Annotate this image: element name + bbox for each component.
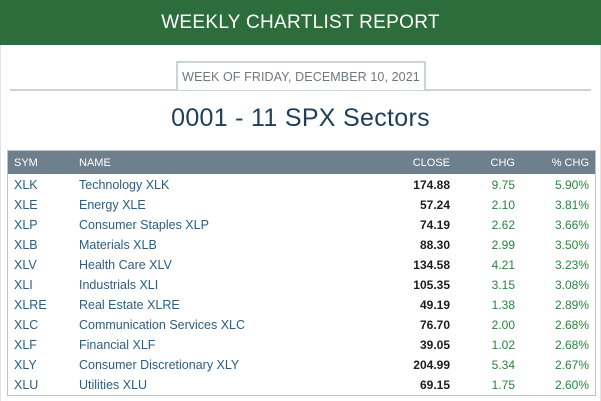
close-value: 74.19 <box>419 218 450 232</box>
table-body: XLK Technology XLK 174.88 9.75 5.90% XLE Energ… <box>8 175 595 395</box>
change-value: 2.99 <box>491 238 515 252</box>
percent-change-value: 3.23% <box>554 258 589 272</box>
percent-change-value: 3.08% <box>554 278 589 292</box>
sector-name-link[interactable]: Utilities XLU <box>79 378 148 392</box>
chartlist-title: 0001 - 11 SPX Sectors <box>171 104 430 132</box>
sector-name-link[interactable]: Consumer Discretionary XLY <box>79 358 240 372</box>
close-value: 69.15 <box>419 378 450 392</box>
sector-name-link[interactable]: Materials XLB <box>79 238 157 252</box>
sector-name-link[interactable]: Communication Services XLC <box>79 318 246 332</box>
symbol-link[interactable]: XLP <box>14 218 38 232</box>
table-row[interactable]: XLU Utilities XLU 69.15 1.75 2.60% <box>8 375 595 395</box>
percent-change-value: 3.50% <box>554 238 589 252</box>
change-value: 9.75 <box>491 178 515 192</box>
change-value: 3.15 <box>491 278 515 292</box>
column-header-close[interactable]: CLOSE <box>412 156 450 169</box>
sector-name-link[interactable]: Health Care XLV <box>79 258 172 272</box>
close-value: 88.30 <box>419 238 450 252</box>
table-row[interactable]: XLI Industrials XLI 105.35 3.15 3.08% <box>8 275 595 295</box>
change-value: 1.75 <box>491 378 515 392</box>
column-header-sym[interactable]: SYM <box>14 156 38 169</box>
week-of-label: WEEK OF FRIDAY, DECEMBER 10, 2021 <box>182 69 420 84</box>
close-value: 174.88 <box>413 178 450 192</box>
change-value: 1.02 <box>491 338 515 352</box>
percent-change-value: 2.89% <box>554 298 589 312</box>
symbol-link[interactable]: XLB <box>14 238 38 252</box>
table-row[interactable]: XLK Technology XLK 174.88 9.75 5.90% <box>8 175 595 195</box>
column-header-name[interactable]: NAME <box>79 156 111 169</box>
close-value: 204.99 <box>413 358 450 372</box>
close-value: 134.58 <box>413 258 450 272</box>
table-row[interactable]: XLC Communication Services XLC 76.70 2.00 2.… <box>8 315 595 335</box>
percent-change-value: 2.67% <box>554 358 589 372</box>
close-value: 49.19 <box>419 298 450 312</box>
sector-name-link[interactable]: Energy XLE <box>79 198 146 212</box>
percent-change-value: 2.68% <box>554 338 589 352</box>
symbol-link[interactable]: XLE <box>14 198 38 212</box>
sector-name-link[interactable]: Technology XLK <box>79 178 170 192</box>
sector-name-link[interactable]: Real Estate XLRE <box>79 298 180 312</box>
sector-name-link[interactable]: Industrials XLI <box>79 278 159 292</box>
percent-change-value: 3.81% <box>554 198 589 212</box>
change-value: 2.00 <box>491 318 515 332</box>
change-value: 4.21 <box>491 258 515 272</box>
table-row[interactable]: XLP Consumer Staples XLP 74.19 2.62 3.66% <box>8 215 595 235</box>
table-header: SYM NAME CLOSE CHG % CHG <box>8 151 595 174</box>
close-value: 57.24 <box>419 198 450 212</box>
sector-name-link[interactable]: Financial XLF <box>79 338 156 352</box>
table-row[interactable]: XLE Energy XLE 57.24 2.10 3.81% <box>8 195 595 215</box>
table-row[interactable]: XLB Materials XLB 88.30 2.99 3.50% <box>8 235 595 255</box>
symbol-link[interactable]: XLK <box>14 178 38 192</box>
percent-change-value: 2.68% <box>554 318 589 332</box>
table-row[interactable]: XLV Health Care XLV 134.58 4.21 3.23% <box>8 255 595 275</box>
report-banner-title: WEEKLY CHARTLIST REPORT <box>161 11 440 33</box>
change-value: 1.38 <box>491 298 515 312</box>
percent-change-value: 5.90% <box>554 178 589 192</box>
table-row[interactable]: XLF Financial XLF 39.05 1.02 2.68% <box>8 335 595 355</box>
symbol-link[interactable]: XLU <box>14 378 39 392</box>
week-of-label-box: WEEK OF FRIDAY, DECEMBER 10, 2021 <box>176 61 426 90</box>
symbol-link[interactable]: XLV <box>14 258 37 272</box>
symbol-link[interactable]: XLRE <box>14 298 47 312</box>
sector-table: SYM NAME CLOSE CHG % CHG XLK Technology X… <box>7 150 596 396</box>
column-header-pct-chg[interactable]: % CHG <box>551 156 589 169</box>
close-value: 39.05 <box>419 338 450 352</box>
change-value: 5.34 <box>491 358 515 372</box>
symbol-link[interactable]: XLC <box>14 318 39 332</box>
percent-change-value: 2.60% <box>554 378 589 392</box>
table-row[interactable]: XLRE Real Estate XLRE 49.19 1.38 2.89% <box>8 295 595 315</box>
sector-name-link[interactable]: Consumer Staples XLP <box>79 218 209 232</box>
week-divider <box>10 89 591 91</box>
change-value: 2.62 <box>491 218 515 232</box>
close-value: 105.35 <box>413 278 450 292</box>
symbol-link[interactable]: XLF <box>14 338 37 352</box>
percent-change-value: 3.66% <box>554 218 589 232</box>
change-value: 2.10 <box>491 198 515 212</box>
table-row[interactable]: XLY Consumer Discretionary XLY 204.99 5.34 2… <box>8 355 595 375</box>
report-banner: WEEKLY CHARTLIST REPORT <box>0 0 601 45</box>
column-header-chg[interactable]: CHG <box>490 156 515 169</box>
symbol-link[interactable]: XLI <box>14 278 33 292</box>
symbol-link[interactable]: XLY <box>14 358 37 372</box>
close-value: 76.70 <box>419 318 450 332</box>
